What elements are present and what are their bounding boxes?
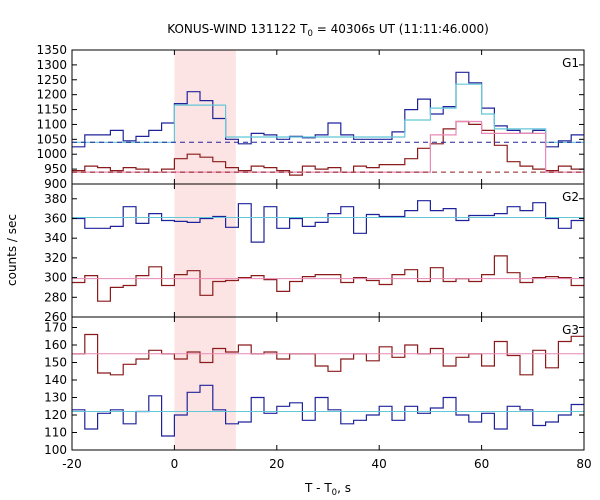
x-tick-label: 20 xyxy=(269,457,284,471)
panel-g1-y-tick-label: 1150 xyxy=(36,103,67,117)
panel-g1-y-tick-label: 1050 xyxy=(36,132,67,146)
panel-g2-series-2-step-line xyxy=(72,255,584,302)
panel-g1-y-tick-label: 1250 xyxy=(36,73,67,87)
panel-g3-frame xyxy=(71,316,585,451)
chart-title: KONUS-WIND 131122 T0 = 40306s UT (11:11:… xyxy=(167,22,489,39)
x-tick-label: 60 xyxy=(474,457,489,471)
x-axis-label-subscript: 0 xyxy=(332,488,337,498)
panel-g1-y-tick-label: 1350 xyxy=(36,43,67,57)
panel-g3-label: G3 xyxy=(562,323,579,337)
panel-g2-y-tick-label: 360 xyxy=(44,211,67,225)
chart-title-rest: = 40306s UT (11:11:46.000) xyxy=(313,22,489,36)
panel-g3-y-tick-label: 170 xyxy=(44,321,67,335)
panel-g2-label: G2 xyxy=(562,190,579,204)
panel-g1-series-1-step-line xyxy=(72,71,584,148)
x-tick-label: 0 xyxy=(171,457,179,471)
panel-g1-y-tick-label: 950 xyxy=(44,162,67,176)
chart-title-subscript: 0 xyxy=(308,29,313,39)
y-axis-label: counts / sec xyxy=(5,214,19,286)
panel-g2-y-tick-label: 380 xyxy=(44,192,67,206)
panel-g1-y-tick-label: 1300 xyxy=(36,58,67,72)
panel-g1-y-tick-label: 1200 xyxy=(36,88,67,102)
x-axis-label-main: T - T xyxy=(304,481,332,495)
highlight-interval xyxy=(174,50,236,450)
panel-g1-label: G1 xyxy=(562,56,579,70)
panel-g1-y-tick-label: 1100 xyxy=(36,117,67,131)
x-axis-label-rest: , s xyxy=(337,481,351,495)
panel-g2-y-tick-label: 320 xyxy=(44,251,67,265)
panel-g3-y-tick-label: 160 xyxy=(44,338,67,352)
x-tick-label: -20 xyxy=(62,457,82,471)
panel-g1-y-tick-label: 900 xyxy=(44,177,67,191)
x-tick-label: 40 xyxy=(372,457,387,471)
panel-g2-frame xyxy=(71,183,585,318)
panel-g2-y-tick-label: 260 xyxy=(44,310,67,324)
panel-g3-y-tick-label: 100 xyxy=(44,443,67,457)
x-tick-label: 80 xyxy=(576,457,591,471)
panel-g3-y-tick-label: 150 xyxy=(44,356,67,370)
panel-g3-series-2-step-line xyxy=(72,384,584,437)
plot-layer: 90095010001050110011501200125013001350G1… xyxy=(36,43,591,471)
panel-g1-frame xyxy=(71,49,585,185)
panel-g1-y-tick-label: 1000 xyxy=(36,147,67,161)
panel-g2-y-tick-label: 280 xyxy=(44,290,67,304)
panel-g3-y-tick-label: 110 xyxy=(44,426,67,440)
panel-g2-series-1-step-line xyxy=(72,200,584,243)
chart-title-main: KONUS-WIND 131122 T xyxy=(167,22,308,36)
panel-g3-y-tick-label: 130 xyxy=(44,391,67,405)
panel-g2-y-tick-label: 340 xyxy=(44,231,67,245)
panel-g3-y-tick-label: 120 xyxy=(44,408,67,422)
x-axis-label: T - T0, s xyxy=(304,481,351,498)
panel-g2-y-tick-label: 300 xyxy=(44,271,67,285)
panel-g3-y-tick-label: 140 xyxy=(44,373,67,387)
panel-g3-series-1-step-line xyxy=(72,333,584,376)
